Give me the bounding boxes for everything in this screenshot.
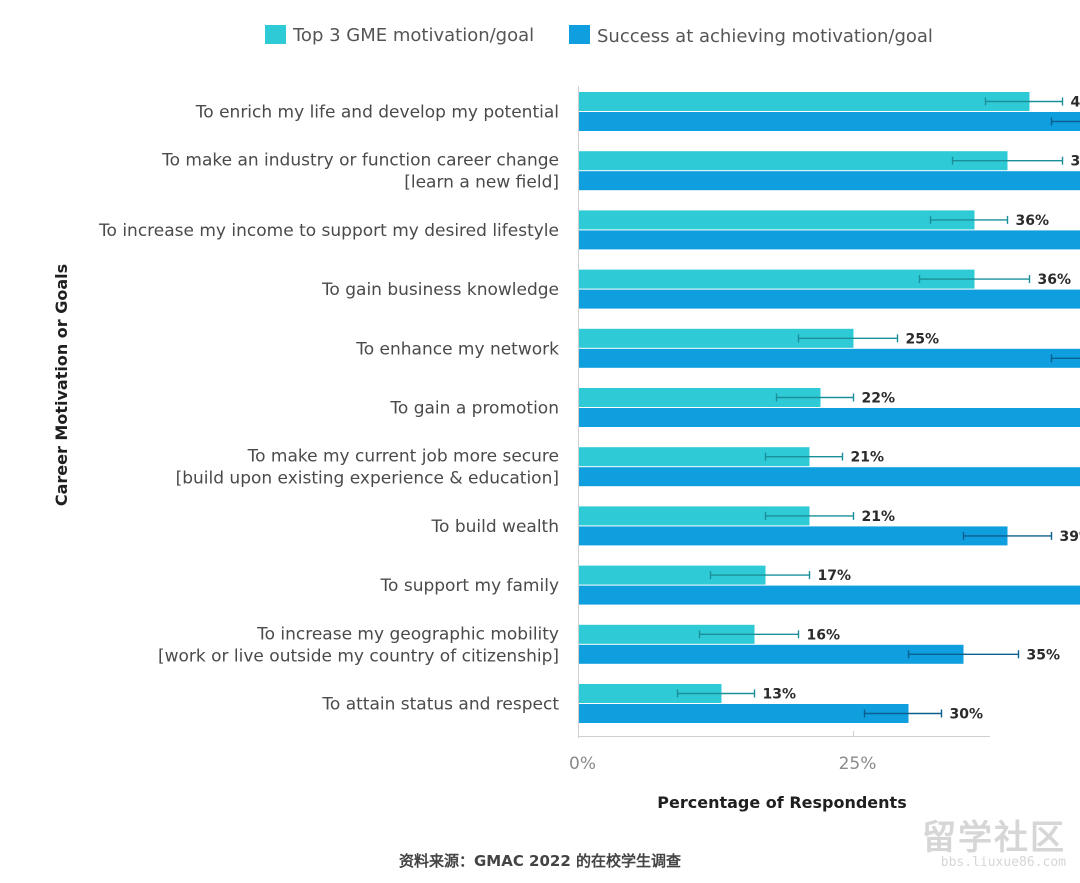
- bar-success: [578, 467, 1080, 487]
- value-label-top3: 17%: [818, 568, 852, 584]
- bar-top3: [578, 328, 854, 348]
- category-label-line: To make an industry or function career c…: [161, 151, 559, 171]
- bar-success: [578, 704, 909, 723]
- value-labels: 41%47%39%57%36%51%36%60%25%48%22%56%21%5…: [763, 95, 1080, 723]
- category-label-line: To enrich my life and develop my potenti…: [195, 103, 559, 123]
- category-label-line: To support my family: [380, 576, 559, 596]
- category-label-line: To attain status and respect: [321, 695, 559, 715]
- bar-success: [578, 585, 1080, 605]
- value-label-top3: 36%: [1016, 213, 1050, 229]
- category-label: To attain status and respect: [321, 695, 559, 715]
- category-label-line: To increase my income to support my desi…: [98, 221, 559, 241]
- value-label-top3: 16%: [807, 627, 841, 643]
- category-label-line: [work or live outside my country of citi…: [158, 646, 559, 666]
- bars: [578, 92, 1080, 723]
- bar-top3: [578, 506, 810, 526]
- value-label-top3: 13%: [763, 687, 797, 703]
- legend-swatch-success: [569, 25, 590, 44]
- value-label-top3: 22%: [862, 391, 896, 407]
- category-label: To enrich my life and develop my potenti…: [195, 103, 559, 123]
- category-label: To build wealth: [431, 517, 559, 537]
- legend-label-top3: Top 3 GME motivation/goal: [292, 25, 534, 46]
- legend-label-success: Success at achieving motivation/goal: [597, 26, 933, 47]
- x-axis-ticks: 0%25%50%75%: [569, 731, 877, 774]
- bar-success: [578, 171, 1080, 191]
- bar-chart: Top 3 GME motivation/goal Success at ach…: [52, 25, 1080, 812]
- bar-top3: [578, 565, 766, 585]
- category-label-line: To increase my geographic mobility: [256, 624, 559, 644]
- bar-top3: [578, 388, 821, 407]
- value-label-top3: 21%: [862, 509, 896, 525]
- bar-top3: [578, 151, 1008, 171]
- value-label-success: 30%: [950, 707, 984, 723]
- x-tick-label: 0%: [569, 754, 596, 774]
- category-label: To enhance my network: [355, 339, 559, 359]
- bar-top3: [578, 684, 722, 703]
- bar-success: [578, 289, 1080, 309]
- bar-success: [578, 112, 1080, 131]
- y-axis-title: Career Motivation or Goals: [52, 264, 71, 506]
- legend-swatch-top3: [265, 25, 286, 44]
- category-label-line: [learn a new field]: [404, 173, 559, 193]
- bar-success: [578, 408, 1080, 427]
- category-label: To increase my income to support my desi…: [98, 221, 559, 241]
- value-label-top3: 39%: [1071, 154, 1080, 170]
- watermark: 留学社区 bbs.liuxue86.com: [922, 810, 1066, 870]
- category-label-line: To gain business knowledge: [321, 280, 559, 300]
- value-label-success: 39%: [1060, 529, 1080, 545]
- source-caption: 资料来源：GMAC 2022 的在校学生调查: [398, 852, 682, 870]
- category-label-line: To enhance my network: [355, 339, 559, 359]
- category-label: To gain a promotion: [389, 399, 559, 419]
- category-label-line: To gain a promotion: [389, 399, 559, 419]
- category-labels: To enrich my life and develop my potenti…: [98, 103, 559, 715]
- bar-success: [578, 348, 1080, 368]
- category-label-line: [build upon existing experience & educat…: [176, 469, 559, 489]
- bar-top3: [578, 624, 755, 644]
- error-bars: [676, 97, 1080, 718]
- x-axis-title: Percentage of Respondents: [657, 793, 906, 812]
- watermark-url: bbs.liuxue86.com: [940, 855, 1066, 870]
- value-label-top3: 36%: [1038, 272, 1072, 288]
- value-label-success: 35%: [1027, 647, 1061, 663]
- x-tick-label: 25%: [839, 754, 877, 774]
- bar-success: [578, 644, 964, 664]
- bar-top3: [578, 447, 810, 467]
- legend: Top 3 GME motivation/goal Success at ach…: [265, 25, 933, 47]
- category-label-line: To make my current job more secure: [247, 447, 559, 467]
- bar-success: [578, 230, 1080, 250]
- category-label: To make my current job more secure [build…: [176, 447, 559, 489]
- bar-top3: [578, 92, 1030, 111]
- value-label-top3: 41%: [1071, 95, 1080, 111]
- bar-top3: [578, 269, 975, 289]
- category-label: To increase my geographic mobility [work …: [158, 624, 559, 666]
- category-label: To gain business knowledge: [321, 280, 559, 300]
- category-label: To support my family: [380, 576, 559, 596]
- bar-success: [578, 526, 1008, 546]
- watermark-logo-text: 留学社区: [922, 818, 1066, 858]
- value-label-top3: 21%: [851, 450, 885, 466]
- value-label-top3: 25%: [906, 331, 940, 347]
- category-label: To make an industry or function career c…: [161, 151, 559, 193]
- bar-top3: [578, 210, 975, 230]
- category-label-line: To build wealth: [431, 517, 559, 537]
